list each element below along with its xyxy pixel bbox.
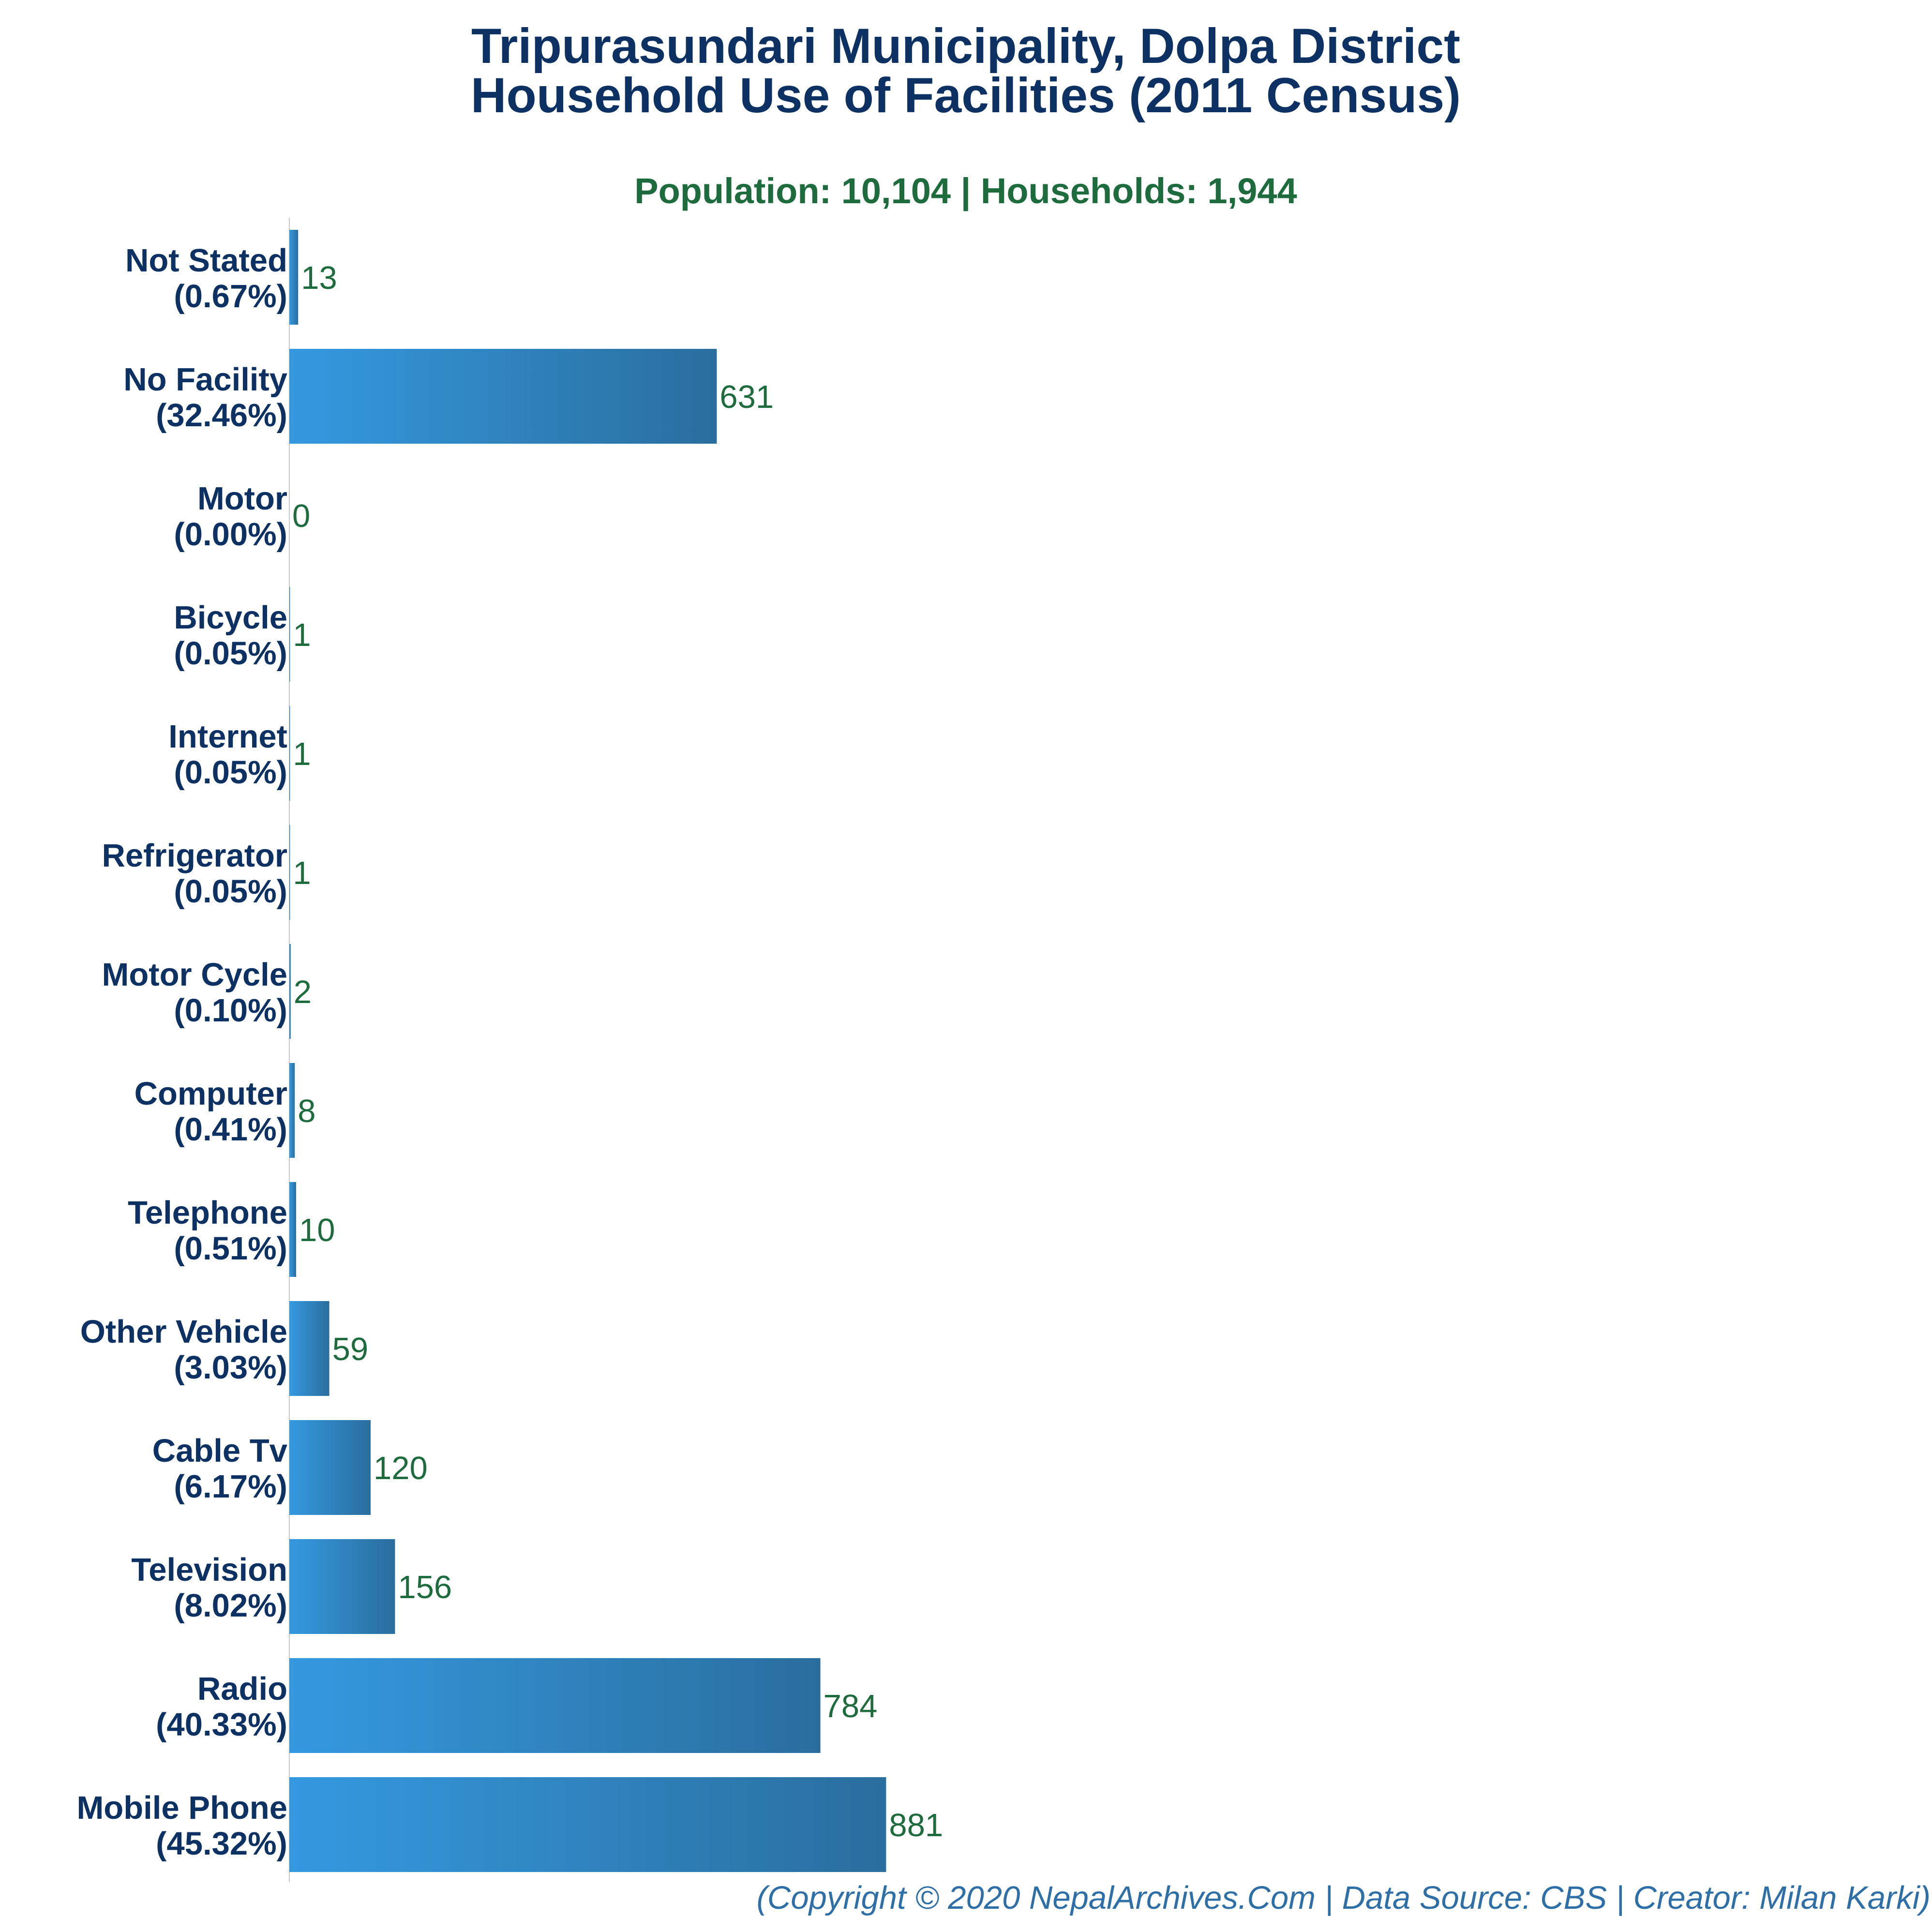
copyright-footer: (Copyright © 2020 NepalArchives.Com | Da… [757, 1880, 1931, 1917]
bar-other-vehicle [289, 1301, 329, 1396]
category-label: Telephone [128, 1195, 287, 1231]
bar-value-label: 8 [298, 1093, 315, 1129]
bar-not-stated [289, 230, 299, 325]
category-percent-label: (0.10%) [174, 992, 287, 1029]
category-percent-label: (40.33%) [156, 1707, 287, 1743]
bar-refrigerator [289, 825, 290, 920]
bar-computer [289, 1063, 295, 1158]
bar-value-label: 120 [374, 1450, 428, 1486]
category-percent-label: (0.00%) [174, 516, 287, 553]
category-label: Bicycle [174, 599, 287, 636]
chart-subtitle: Population: 10,104 | Households: 1,944 [634, 171, 1297, 211]
category-percent-label: (0.05%) [174, 754, 287, 791]
bar-bicycle [289, 587, 290, 682]
category-label: Internet [168, 719, 287, 755]
bar-radio [289, 1658, 821, 1753]
category-percent-label: (8.02%) [174, 1588, 287, 1624]
bar-value-label: 59 [332, 1331, 369, 1367]
category-percent-label: (0.41%) [174, 1111, 287, 1148]
bar-value-label: 1 [293, 855, 311, 891]
category-percent-label: (0.67%) [174, 278, 287, 315]
category-label: Not Stated [125, 242, 287, 279]
category-percent-label: (32.46%) [156, 397, 287, 434]
chart-title-line-2: Household Use of Facilities (2011 Census… [471, 68, 1461, 123]
bar-value-label: 13 [301, 260, 337, 296]
category-label: Cable Tv [152, 1433, 287, 1469]
category-label: Other Vehicle [80, 1314, 287, 1350]
bar-telephone [289, 1182, 296, 1277]
bar-group: Not Stated(0.67%) 13 No Facility(32.46%) 63… [77, 230, 943, 1872]
chart-title-line-1: Tripurasundari Municipality, Dolpa Distr… [471, 18, 1460, 74]
bar-value-label: 0 [292, 498, 310, 534]
category-label: Refrigerator [102, 838, 287, 874]
bar-no-facility [289, 349, 717, 444]
bar-value-label: 631 [719, 379, 774, 415]
bar-value-label: 156 [398, 1569, 452, 1605]
bar-cable-tv [289, 1420, 371, 1515]
category-label: Motor [197, 480, 287, 517]
category-percent-label: (0.51%) [174, 1230, 287, 1267]
category-percent-label: (0.05%) [174, 635, 287, 672]
category-label: Motor Cycle [102, 957, 287, 993]
bar-internet [289, 706, 290, 801]
category-label: Radio [197, 1671, 287, 1707]
category-label: No Facility [123, 361, 287, 398]
category-percent-label: (3.03%) [174, 1349, 287, 1386]
category-label: Television [131, 1552, 287, 1588]
bar-television [289, 1539, 395, 1634]
category-percent-label: (6.17%) [174, 1468, 287, 1505]
bar-value-label: 2 [294, 974, 312, 1010]
bar-motor-cycle [289, 944, 291, 1039]
bar-value-label: 1 [293, 736, 311, 772]
category-percent-label: (45.32%) [156, 1826, 287, 1862]
bar-mobile-phone [289, 1777, 886, 1872]
category-label: Mobile Phone [77, 1790, 288, 1826]
bar-value-label: 784 [824, 1688, 878, 1724]
bar-value-label: 881 [889, 1807, 943, 1843]
bar-value-label: 10 [299, 1212, 335, 1248]
category-label: Computer [135, 1076, 287, 1112]
bar-value-label: 1 [293, 617, 311, 653]
category-percent-label: (0.05%) [174, 873, 287, 910]
